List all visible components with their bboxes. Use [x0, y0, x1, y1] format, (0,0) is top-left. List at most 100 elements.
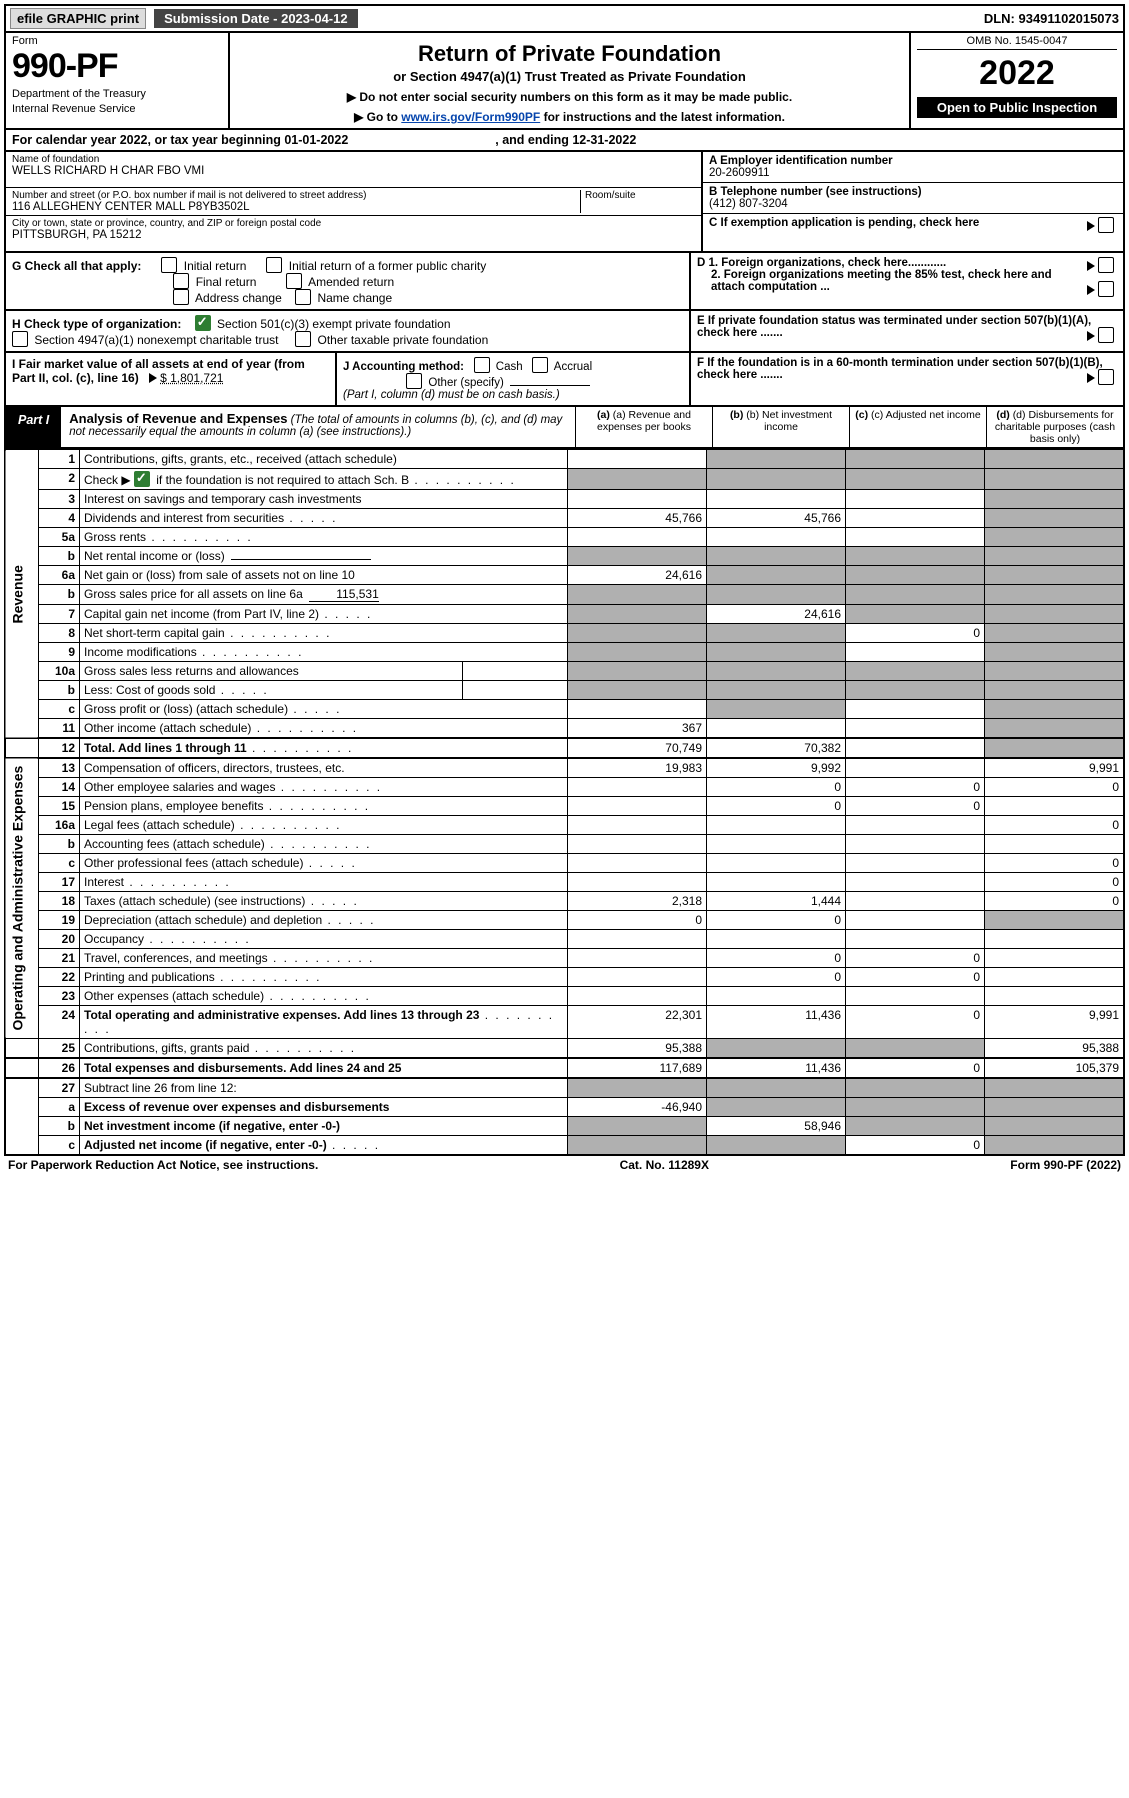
g-o2: Initial return of a former public charit… [289, 259, 486, 273]
checkbox-501c3[interactable] [195, 315, 211, 331]
ein-label: A Employer identification number [709, 155, 1117, 167]
line-desc: Pension plans, employee benefits [80, 797, 568, 816]
line-desc: Compensation of officers, directors, tru… [80, 758, 568, 778]
checkbox-4947[interactable] [12, 331, 28, 347]
arrow-icon [149, 373, 157, 383]
table-row: Revenue 1 Contributions, gifts, grants, … [5, 450, 1124, 469]
form-note-2: ▶ Go to www.irs.gov/Form990PF for instru… [238, 110, 901, 124]
cell-val: 0 [707, 911, 846, 930]
line-num: b [39, 1117, 80, 1136]
j-section: J Accounting method: Cash Accrual Other … [337, 353, 691, 405]
r2-post: if the foundation is not required to att… [153, 473, 409, 487]
arrow-icon [1087, 221, 1095, 231]
cell-val: 45,766 [707, 509, 846, 528]
checkbox-initial[interactable] [161, 257, 177, 273]
i-label: I Fair market value of all assets at end… [12, 357, 305, 385]
table-row: 17 Interest 0 [5, 873, 1124, 892]
r5a-d: Gross rents [84, 530, 146, 544]
table-row: 23 Other expenses (attach schedule) [5, 987, 1124, 1006]
line-desc: Capital gain net income (from Part IV, l… [80, 605, 568, 624]
identification-block: Name of foundation WELLS RICHARD H CHAR … [4, 152, 1125, 253]
f-label: F If the foundation is in a 60-month ter… [697, 357, 1103, 381]
table-row: 21 Travel, conferences, and meetings 0 0 [5, 949, 1124, 968]
cell-val: 70,382 [707, 738, 846, 758]
line-desc: Occupancy [80, 930, 568, 949]
e-section: E If private foundation status was termi… [691, 311, 1123, 351]
open-to-public: Open to Public Inspection [917, 97, 1117, 118]
table-row: a Excess of revenue over expenses and di… [5, 1098, 1124, 1117]
line-num: 10a [39, 662, 80, 681]
r16c-d: Other professional fees (attach schedule… [84, 856, 303, 870]
submission-date: Submission Date - 2023-04-12 [154, 9, 358, 28]
checkbox-final[interactable] [173, 273, 189, 289]
footer-mid: Cat. No. 11289X [620, 1158, 709, 1172]
line-desc: Gross profit or (loss) (attach schedule) [80, 700, 568, 719]
r25-d: Contributions, gifts, grants paid [84, 1041, 249, 1055]
cell-val: 58,946 [707, 1117, 846, 1136]
telephone: (412) 807-3204 [709, 198, 1117, 210]
g-o1: Initial return [184, 259, 247, 273]
cell-val: 0 [846, 797, 985, 816]
table-row: 12 Total. Add lines 1 through 11 70,749 … [5, 738, 1124, 758]
checkbox-accrual[interactable] [532, 357, 548, 373]
checkbox-address[interactable] [173, 289, 189, 305]
g-section: G Check all that apply: Initial return I… [6, 253, 691, 309]
checkbox-name[interactable] [295, 289, 311, 305]
col-b-txt: (b) Net investment income [746, 409, 832, 433]
table-row: b Net investment income (if negative, en… [5, 1117, 1124, 1136]
table-row: 8 Net short-term capital gain 0 [5, 624, 1124, 643]
checkbox-other-tax[interactable] [295, 331, 311, 347]
table-row: 2 Check ▶ if the foundation is not requi… [5, 469, 1124, 490]
table-row: 9 Income modifications [5, 643, 1124, 662]
line-num: b [39, 547, 80, 566]
table-row: 11 Other income (attach schedule) 367 [5, 719, 1124, 739]
line-desc: Net investment income (if negative, ente… [80, 1117, 568, 1136]
table-row: 20 Occupancy [5, 930, 1124, 949]
g-o6: Name change [317, 291, 392, 305]
line-desc: Other income (attach schedule) [80, 719, 568, 739]
checkbox-c[interactable] [1098, 217, 1114, 233]
r20-d: Occupancy [84, 932, 144, 946]
efile-print-button[interactable]: efile GRAPHIC print [10, 8, 146, 29]
table-row: 15 Pension plans, employee benefits 0 0 [5, 797, 1124, 816]
line-num: 26 [39, 1058, 80, 1078]
city-label: City or town, state or province, country… [12, 218, 695, 229]
checkbox-cash[interactable] [474, 357, 490, 373]
table-row: 18 Taxes (attach schedule) (see instruct… [5, 892, 1124, 911]
table-row: 22 Printing and publications 0 0 [5, 968, 1124, 987]
note2-post: for instructions and the latest informat… [540, 110, 785, 124]
line-num: 19 [39, 911, 80, 930]
line-num: 9 [39, 643, 80, 662]
checkbox-f[interactable] [1098, 369, 1114, 385]
j-label: J Accounting method: [343, 361, 464, 373]
checkbox-d2[interactable] [1098, 281, 1114, 297]
irs-link[interactable]: www.irs.gov/Form990PF [401, 110, 540, 124]
arrow-icon [1087, 331, 1095, 341]
checkbox-d1[interactable] [1098, 257, 1114, 273]
checkbox-amended[interactable] [286, 273, 302, 289]
checkbox-e[interactable] [1098, 327, 1114, 343]
c-label: C If exemption application is pending, c… [709, 217, 979, 229]
line-desc: Interest [80, 873, 568, 892]
i-section: I Fair market value of all assets at end… [6, 353, 337, 405]
checkbox-schb[interactable] [134, 471, 150, 487]
cell-val: 70,749 [568, 738, 707, 758]
j-o2: Accrual [554, 361, 592, 373]
r8-d: Net short-term capital gain [84, 626, 225, 640]
r4-d: Dividends and interest from securities [84, 511, 284, 525]
cell-val: 45,766 [568, 509, 707, 528]
line-desc: Contributions, gifts, grants, etc., rece… [80, 450, 568, 469]
checkbox-other-acc[interactable] [406, 373, 422, 389]
cell-val: -46,940 [568, 1098, 707, 1117]
e-label: E If private foundation status was termi… [697, 315, 1091, 339]
line-desc: Dividends and interest from securities [80, 509, 568, 528]
line-num: 7 [39, 605, 80, 624]
line-num: 2 [39, 469, 80, 490]
cell-val: 0 [846, 778, 985, 797]
line-num: 1 [39, 450, 80, 469]
table-row: 26 Total expenses and disbursements. Add… [5, 1058, 1124, 1078]
footer-left: For Paperwork Reduction Act Notice, see … [8, 1158, 318, 1172]
r11-d: Other income (attach schedule) [84, 721, 251, 735]
checkbox-initial-former[interactable] [266, 257, 282, 273]
line-desc: Excess of revenue over expenses and disb… [80, 1098, 568, 1117]
